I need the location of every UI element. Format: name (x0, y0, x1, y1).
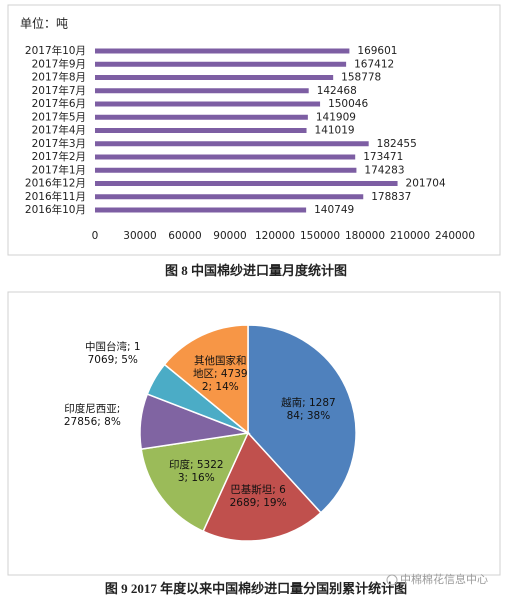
chart-frame (7, 4, 501, 256)
bar (95, 88, 309, 94)
unit-label: 单位：吨 (20, 16, 68, 31)
data-label: 158778 (341, 72, 381, 84)
x-tick-label: 150000 (300, 230, 340, 242)
y-tick-label: 2016年10月 (25, 203, 86, 216)
bar (95, 75, 334, 80)
pie-slice (247, 324, 357, 514)
data-label: 越南; 128784; 38% (281, 396, 336, 422)
bar (95, 167, 357, 173)
data-label: 167412 (354, 58, 394, 70)
x-tick-label: 180000 (345, 230, 385, 242)
x-tick-label: 240000 (435, 230, 475, 242)
y-tick-label: 2016年11月 (25, 190, 86, 203)
data-label: 142468 (317, 85, 357, 97)
y-tick-label: 2017年2月 (32, 150, 86, 163)
pie-slice (202, 431, 322, 542)
bar (95, 48, 350, 54)
y-tick-label: 2016年12月 (25, 177, 86, 190)
y-tick-label: 2017年5月 (32, 110, 86, 123)
caption: 图 8 中国棉纱进口量月度统计图 (165, 263, 347, 278)
y-tick-label: 2017年7月 (32, 84, 86, 97)
x-tick-label: 0 (92, 230, 99, 242)
bar (95, 194, 364, 200)
data-label: 174283 (364, 164, 404, 176)
y-tick-label: 2017年10月 (25, 44, 86, 57)
y-tick-label: 2017年9月 (32, 57, 86, 70)
x-tick-label: 120000 (255, 230, 295, 242)
watermark: 中棉棉花信息中心 (400, 572, 488, 586)
bar (95, 154, 356, 160)
bar (95, 181, 398, 186)
data-label: 其他国家和地区; 47392; 14% (192, 354, 248, 393)
data-label: 150046 (328, 98, 368, 110)
bar (95, 207, 307, 213)
bar (95, 61, 347, 67)
bar (95, 114, 308, 120)
x-tick-label: 30000 (123, 230, 156, 242)
y-tick-label: 2017年4月 (32, 124, 86, 137)
y-tick-label: 2017年8月 (32, 71, 86, 84)
data-label: 173471 (363, 151, 403, 163)
data-label: 169601 (357, 45, 397, 57)
y-tick-label: 2017年3月 (32, 137, 86, 150)
pie-slice (140, 432, 250, 533)
data-label: 141019 (315, 125, 355, 137)
data-label: 201704 (406, 178, 446, 190)
data-label: 巴基斯坦; 62689; 19% (229, 484, 287, 509)
x-tick-label: 60000 (168, 230, 201, 242)
data-label: 140749 (314, 204, 354, 216)
y-tick-label: 2017年6月 (32, 97, 86, 110)
caption: 图 9 2017 年度以来中国棉纱进口量分国别累计统计图 (105, 581, 407, 596)
data-label: 印度; 53223; 16% (168, 459, 224, 485)
x-tick-label: 90000 (213, 230, 246, 242)
y-tick-label: 2017年1月 (32, 163, 86, 176)
data-label: 印度尼西亚; 27856; 8% (63, 402, 121, 428)
bar (95, 141, 369, 147)
pie-slice (163, 324, 249, 435)
data-label: 中国台湾; 17069; 5% (84, 341, 141, 367)
bar (95, 128, 307, 133)
bar (95, 101, 321, 107)
chart-frame (7, 291, 501, 576)
data-label: 182455 (377, 138, 417, 150)
data-label: 141909 (316, 111, 356, 123)
watermark-icon (386, 574, 398, 586)
data-label: 178837 (371, 191, 411, 203)
x-tick-label: 210000 (390, 230, 430, 242)
